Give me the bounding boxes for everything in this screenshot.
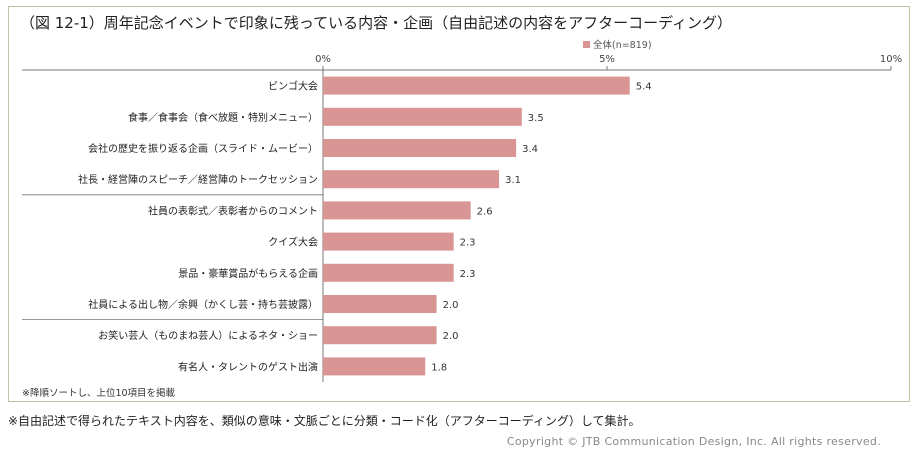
value-label: 2.0	[443, 331, 459, 342]
bar	[323, 295, 437, 313]
legend-label: 全体(n=819)	[593, 39, 652, 51]
x-tick-label: 0%	[315, 54, 331, 65]
value-label: 2.0	[443, 300, 459, 311]
category-label: クイズ大会	[268, 236, 318, 249]
value-label: 2.3	[460, 269, 476, 280]
value-label: 2.6	[477, 206, 493, 217]
legend-swatch	[583, 41, 590, 48]
category-label: 社長・経営陣のスピーチ／経営陣のトークセッション	[78, 173, 318, 186]
bar	[323, 139, 517, 157]
chart-title: （図 12-1）周年記念イベントで印象に残っている内容・企画（自由記述の内容をア…	[20, 14, 733, 32]
legend: 全体(n=819)	[583, 39, 652, 51]
bar	[323, 263, 454, 282]
category-label: 会社の歴史を振り返る企画（スライド・ムービー）	[88, 142, 318, 155]
value-label: 2.3	[460, 238, 476, 249]
value-label: 1.8	[431, 362, 447, 373]
footnote: ※自由記述で得られたテキスト内容を、類似の意味・文脈ごとに分類・コード化（アフタ…	[8, 414, 641, 428]
category-label: 社員の表彰式／表彰者からのコメント	[148, 204, 318, 217]
value-label: 3.1	[505, 175, 521, 186]
value-label: 3.5	[528, 113, 544, 124]
bar	[323, 76, 630, 95]
bar	[323, 201, 471, 220]
sort-note: ※降順ソートし、上位10項目を掲載	[22, 388, 176, 399]
copyright: Copyright © JTB Communication Design, In…	[506, 435, 881, 448]
value-label: 5.4	[636, 82, 652, 93]
category-label: 景品・豪華賞品がもらえる企画	[178, 267, 318, 280]
category-label: ビンゴ大会	[268, 80, 318, 93]
x-tick-label: 5%	[599, 54, 615, 65]
bar	[323, 357, 426, 376]
category-label: 食事／食事会（食べ放題・特別メニュー）	[128, 111, 318, 124]
category-label: お笑い芸人（ものまね芸人）によるネタ・ショー	[98, 329, 318, 342]
bar	[323, 107, 522, 126]
bar	[323, 232, 454, 251]
chart-frame	[8, 6, 910, 402]
category-label: 社員による出し物／余興（かくし芸・持ち芸披露）	[88, 298, 318, 311]
bars-group: ビンゴ大会 5.4 食事／食事会（食べ放題・特別メニュー） 3.5 会社の歴史を振り返る…	[78, 76, 652, 376]
value-label: 3.4	[522, 144, 538, 155]
bar	[323, 170, 500, 189]
bar	[323, 326, 437, 345]
category-label: 有名人・タレントのゲスト出演	[178, 360, 318, 373]
x-tick-label: 10%	[880, 54, 902, 65]
